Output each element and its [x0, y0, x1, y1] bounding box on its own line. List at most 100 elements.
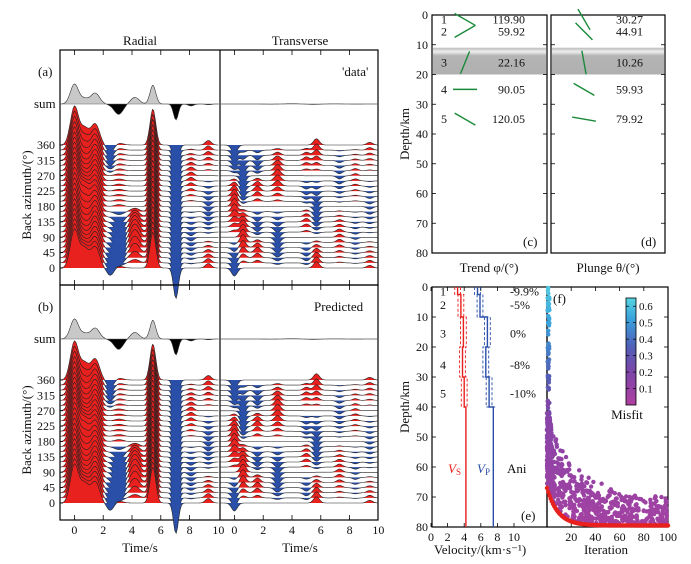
- misfit-point: [546, 364, 551, 369]
- time-label-transverse: Time/s: [282, 540, 318, 555]
- time-tick-label: 0: [231, 523, 237, 537]
- misfit-point: [623, 514, 628, 519]
- baz-tick-label: 0: [49, 261, 55, 275]
- misfit-point: [664, 512, 669, 517]
- misfit-point: [545, 403, 550, 408]
- misfit-point: [567, 499, 573, 504]
- misfit-point: [546, 357, 552, 362]
- misfit-point: [616, 513, 621, 519]
- misfit-point: [634, 515, 639, 521]
- misfit-point: [546, 301, 552, 307]
- misfit-point: [546, 332, 551, 337]
- misfit-point: [563, 454, 569, 460]
- transverse-trace-positive-fill: [220, 438, 379, 447]
- vp-model-line: [476, 287, 494, 527]
- misfit-point: [545, 474, 550, 480]
- transverse-trace-negative-fill: [220, 503, 379, 512]
- misfit-point: [555, 497, 561, 502]
- radial-trace-positive-fill: [60, 346, 219, 386]
- anisotropy-orientation-bar: [459, 51, 471, 74]
- transverse-trace-line: [220, 394, 379, 408]
- misfit-point: [657, 519, 662, 524]
- transverse-trace-positive-fill: [220, 256, 379, 263]
- velocity-tick-label: 10: [508, 530, 520, 544]
- radial-trace-positive-fill: [60, 428, 219, 468]
- misfit-point: [585, 516, 591, 522]
- panel-a-label: (a): [38, 64, 52, 79]
- misfit-point: [565, 469, 570, 474]
- transverse-trace-line: [220, 409, 379, 424]
- misfit-point: [549, 470, 554, 475]
- misfit-point: [588, 501, 593, 506]
- transverse-trace-negative-fill: [220, 451, 379, 458]
- transverse-trace-line: [220, 378, 379, 394]
- misfit-point: [546, 328, 551, 333]
- radial-trace-line: [59, 146, 219, 218]
- radial-trace-line: [59, 166, 219, 238]
- misfit-point: [554, 460, 560, 465]
- radial-trace-positive-fill: [60, 407, 219, 447]
- radial-trace-line: [59, 453, 219, 524]
- misfit-point: [584, 480, 590, 486]
- baz-tick-label: 0: [49, 496, 55, 510]
- transverse-trace-positive-fill: [220, 482, 379, 488]
- misfit-point: [625, 509, 630, 515]
- radial-trace-line: [59, 213, 219, 284]
- misfit-point: [571, 509, 576, 514]
- iteration-tick-label: 40: [589, 530, 601, 544]
- anisotropy-percent: -10%: [510, 387, 536, 401]
- radial-sum-trace-a-negative-fill: [60, 104, 219, 120]
- depth-label-c: Depth/km: [397, 108, 412, 160]
- radial-trace-line: [59, 223, 219, 294]
- radial-trace-positive-fill: [60, 213, 219, 253]
- colorbar-tick-label: 0.5: [639, 318, 653, 330]
- misfit-point: [633, 495, 639, 501]
- misfit-point: [561, 493, 566, 498]
- transverse-trace-line: [220, 246, 379, 259]
- misfit-point: [560, 449, 565, 454]
- velocity-axis-label: Velocity/(km·s⁻¹): [434, 542, 526, 557]
- transverse-trace-positive-fill: [220, 409, 379, 416]
- anisotropy-percent: -8%: [510, 358, 530, 372]
- misfit-scatter-points: [544, 285, 671, 528]
- layer-number: 2: [441, 24, 447, 38]
- misfit-point: [568, 484, 573, 490]
- radial-trace-line: [59, 187, 219, 259]
- anisotropy-orientation-bar: [572, 116, 596, 122]
- transverse-trace-line: [220, 203, 379, 219]
- misfit-point: [586, 496, 591, 501]
- vs-model-line: [456, 287, 467, 527]
- misfit-point: [591, 508, 597, 513]
- transverse-trace-line: [220, 423, 379, 438]
- misfit-point: [639, 519, 645, 524]
- radial-trace-positive-fill: [60, 392, 219, 432]
- transverse-trace-positive-fill: [220, 444, 379, 452]
- misfit-point: [643, 500, 648, 505]
- low-velocity-layer-shading: [552, 47, 664, 75]
- misfit-point: [636, 506, 641, 511]
- best-misfit-point: [546, 489, 551, 495]
- vs-uncertainty-bound: [454, 287, 463, 408]
- transverse-trace-line: [220, 433, 379, 449]
- layer-number: 4: [441, 82, 447, 96]
- radial-trace-positive-fill: [60, 438, 219, 478]
- time-tick-label: 0: [71, 523, 77, 537]
- radial-trace-positive-fill: [60, 458, 219, 498]
- misfit-point: [593, 495, 598, 500]
- depth-tick-label: 10: [416, 310, 428, 324]
- misfit-point: [545, 288, 551, 293]
- baz-tick-label: 225: [37, 184, 55, 198]
- misfit-point: [612, 490, 618, 496]
- depth-tick-label: 40: [416, 127, 428, 141]
- misfit-point: [555, 470, 560, 475]
- transverse-trace-line: [220, 496, 379, 512]
- vs-uncertainty-bound: [460, 287, 469, 408]
- misfit-point: [577, 503, 582, 508]
- misfit-point: [581, 493, 587, 498]
- vp-label-v: V: [477, 461, 487, 476]
- misfit-point: [581, 489, 587, 494]
- layer-number: 1: [440, 285, 446, 299]
- transverse-trace-negative-fill: [220, 477, 379, 484]
- depth-label-e: Depth/km: [397, 381, 412, 433]
